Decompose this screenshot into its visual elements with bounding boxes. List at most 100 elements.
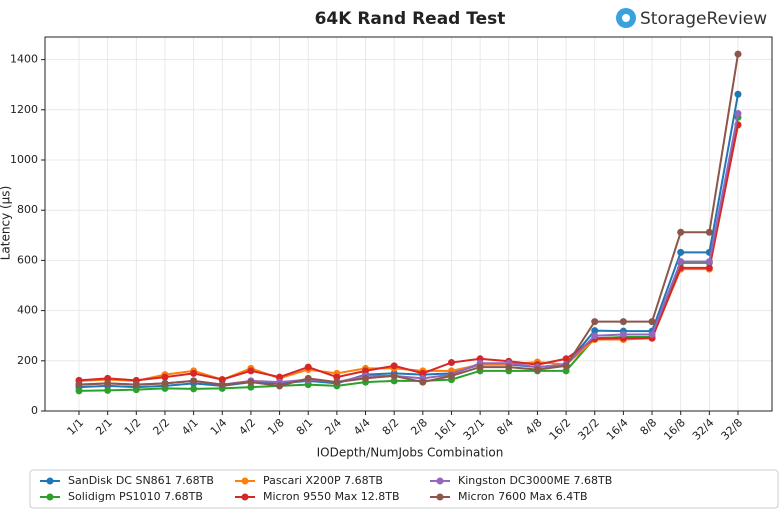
point — [390, 372, 398, 380]
brand: StorageReview — [640, 9, 767, 29]
point — [75, 387, 83, 395]
legend-label: Micron 7600 Max 6.4TB — [458, 490, 588, 503]
point — [304, 363, 312, 371]
point — [104, 374, 112, 382]
point — [562, 355, 570, 363]
legend-marker — [46, 477, 54, 485]
series-line — [78, 117, 739, 392]
x-tick-label: 4/4 — [351, 416, 373, 438]
point — [104, 386, 112, 394]
point — [132, 386, 140, 394]
y-tick-label: 1200 — [10, 103, 38, 116]
point — [362, 367, 370, 375]
x-tick-label: 4/1 — [179, 416, 201, 438]
point — [218, 381, 226, 389]
point — [705, 258, 713, 266]
x-tick-label: 16/8 — [661, 416, 688, 443]
legend-label: Pascari X200P 7.68TB — [263, 474, 383, 487]
x-tick-label: 16/2 — [547, 416, 574, 443]
point — [447, 372, 455, 380]
x-tick-label: 32/2 — [575, 416, 602, 443]
point — [362, 374, 370, 382]
x-tick-label: 1/8 — [265, 416, 287, 438]
point — [390, 377, 398, 385]
legend-marker — [241, 477, 249, 485]
x-tick-label: 32/1 — [461, 416, 488, 443]
point — [390, 362, 398, 370]
point — [447, 359, 455, 367]
point — [333, 378, 341, 386]
y-tick-label: 600 — [17, 253, 38, 266]
point — [304, 374, 312, 382]
brand-logo-dot — [622, 14, 630, 22]
point — [562, 367, 570, 375]
x-tick-label: 8/2 — [380, 416, 402, 438]
point — [734, 110, 742, 118]
legend-label: SanDisk DC SN861 7.68TB — [68, 474, 214, 487]
series-line — [78, 113, 739, 386]
x-tick-label: 1/2 — [122, 416, 144, 438]
x-tick-label: 4/2 — [236, 416, 258, 438]
point — [705, 264, 713, 272]
point — [734, 50, 742, 58]
point — [419, 378, 427, 386]
x-tick-label: 4/8 — [523, 416, 545, 438]
x-tick-label: 16/1 — [432, 416, 459, 443]
legend-marker — [241, 493, 249, 501]
point — [419, 369, 427, 377]
x-axis-label: IODepth/NumJobs Combination — [317, 446, 504, 460]
x-tick-label: 8/8 — [638, 416, 660, 438]
x-tick-label: 2/4 — [322, 416, 344, 438]
series-line — [78, 124, 739, 382]
point — [591, 327, 599, 335]
y-tick-label: 1400 — [10, 53, 38, 66]
point — [677, 228, 685, 236]
point — [132, 381, 140, 389]
point — [247, 367, 255, 375]
y-tick-label: 0 — [31, 404, 38, 417]
x-tick-label: 1/1 — [65, 416, 87, 438]
y-axis-label: Latency (µs) — [0, 186, 13, 261]
point — [276, 373, 284, 381]
x-tick-label: 2/1 — [93, 416, 115, 438]
x-tick-label: 8/4 — [494, 416, 516, 438]
legend-marker — [436, 477, 444, 485]
point — [104, 379, 112, 387]
point — [161, 379, 169, 387]
point — [247, 378, 255, 386]
legend-label: Micron 9550 Max 12.8TB — [263, 490, 400, 503]
point — [677, 248, 685, 256]
chart-title: 64K Rand Read Test — [315, 9, 506, 29]
series-line — [78, 124, 739, 382]
point — [619, 330, 627, 338]
point — [161, 373, 169, 381]
point — [562, 362, 570, 370]
point — [705, 228, 713, 236]
point — [476, 363, 484, 371]
legend-marker — [436, 493, 444, 501]
point — [190, 369, 198, 377]
point — [333, 373, 341, 381]
point — [190, 377, 198, 385]
plot-frame — [44, 36, 773, 412]
point — [533, 366, 541, 374]
y-tick-label: 800 — [17, 203, 38, 216]
x-tick-label: 2/8 — [408, 416, 430, 438]
point — [247, 383, 255, 391]
point — [591, 318, 599, 326]
point — [648, 318, 656, 326]
point — [734, 90, 742, 98]
point — [648, 330, 656, 338]
point — [75, 381, 83, 389]
point — [677, 258, 685, 266]
y-tick-label: 400 — [17, 304, 38, 317]
point — [619, 318, 627, 326]
point — [505, 363, 513, 371]
x-tick-label: 8/1 — [294, 416, 316, 438]
y-tick-label: 200 — [17, 354, 38, 367]
point — [161, 384, 169, 392]
point — [190, 385, 198, 393]
series-line — [78, 94, 739, 389]
legend-label: Kingston DC3000ME 7.68TB — [458, 474, 612, 487]
point — [276, 382, 284, 390]
